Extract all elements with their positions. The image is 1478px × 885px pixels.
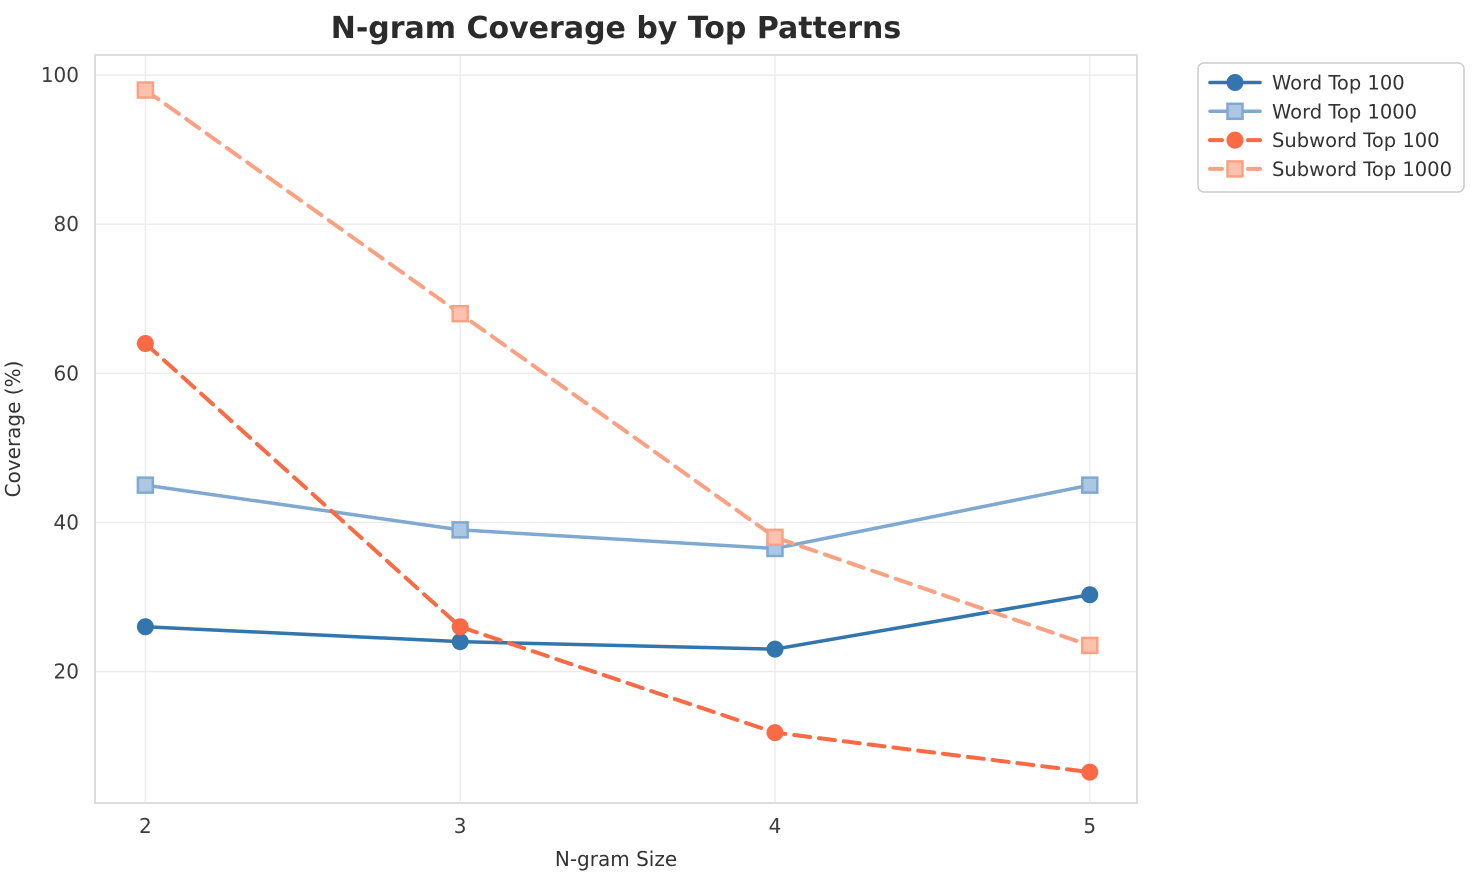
series-marker-word-top-100-x2 xyxy=(136,618,154,636)
series-word-top-100 xyxy=(136,586,1099,658)
y-tick-label-20: 20 xyxy=(54,659,79,683)
series-line-subword-top-100 xyxy=(143,341,1092,775)
legend-label-word-top-100: Word Top 100 xyxy=(1272,72,1405,95)
y-axis-label: Coverage (%) xyxy=(1,361,25,498)
series-marker-subword-top-1000-x2 xyxy=(136,81,155,99)
series-marker-subword-top-100-x3 xyxy=(451,618,469,636)
legend-marker-subword-top-1000 xyxy=(1226,160,1244,178)
legend-item-subword-top-100: Subword Top 100 xyxy=(1208,129,1440,152)
x-tick-label-4: 4 xyxy=(769,814,782,838)
axes-spines xyxy=(94,54,1138,804)
legend-item-subword-top-1000: Subword Top 1000 xyxy=(1208,158,1452,181)
x-tick-label-2: 2 xyxy=(139,814,152,838)
x-axis-label: N-gram Size xyxy=(555,847,677,871)
series-marker-word-top-1000-x2 xyxy=(136,476,155,494)
series-marker-subword-top-100-x4 xyxy=(766,724,784,742)
series-line-word-top-1000 xyxy=(143,483,1092,551)
legend-item-word-top-100: Word Top 100 xyxy=(1208,72,1405,95)
chart-title: N-gram Coverage by Top Patterns xyxy=(331,11,902,46)
series-marker-word-top-100-x3 xyxy=(451,633,469,651)
legend: Word Top 100 Word Top 1000 Subword Top 100… xyxy=(1197,62,1465,193)
legend-marker-word-top-1000 xyxy=(1226,102,1244,121)
legend-marker-subword-top-100 xyxy=(1226,131,1244,149)
x-tick-label-5: 5 xyxy=(1083,814,1096,838)
legend-marker-word-top-100 xyxy=(1226,74,1244,91)
legend-label-word-top-1000: Word Top 1000 xyxy=(1272,100,1417,123)
y-tick-label-100: 100 xyxy=(41,63,79,87)
series-line-word-top-100 xyxy=(143,592,1092,651)
series-marker-subword-top-100-x5 xyxy=(1081,763,1099,781)
series-marker-word-top-1000-x3 xyxy=(451,521,469,539)
series-marker-subword-top-1000-x3 xyxy=(451,304,469,323)
series-marker-subword-top-100-x2 xyxy=(136,334,154,352)
series-subword-top-1000 xyxy=(136,81,1099,655)
series-marker-word-top-100-x4 xyxy=(766,640,784,658)
y-tick-label-40: 40 xyxy=(54,510,79,534)
x-tick-label-3: 3 xyxy=(454,814,467,838)
series-marker-word-top-100-x5 xyxy=(1081,586,1099,604)
series-marker-subword-top-1000-x5 xyxy=(1081,636,1099,655)
legend-label-subword-top-100: Subword Top 100 xyxy=(1272,129,1440,152)
series-subword-top-100 xyxy=(136,334,1099,781)
series-marker-subword-top-1000-x4 xyxy=(766,528,784,547)
y-tick-label-60: 60 xyxy=(54,361,79,385)
y-tick-label-80: 80 xyxy=(54,212,79,236)
series-marker-word-top-1000-x5 xyxy=(1081,476,1099,494)
legend-item-word-top-1000: Word Top 1000 xyxy=(1208,100,1417,123)
legend-label-subword-top-1000: Subword Top 1000 xyxy=(1272,158,1452,181)
series-line-subword-top-1000 xyxy=(143,88,1092,648)
legend-box xyxy=(1197,62,1465,193)
